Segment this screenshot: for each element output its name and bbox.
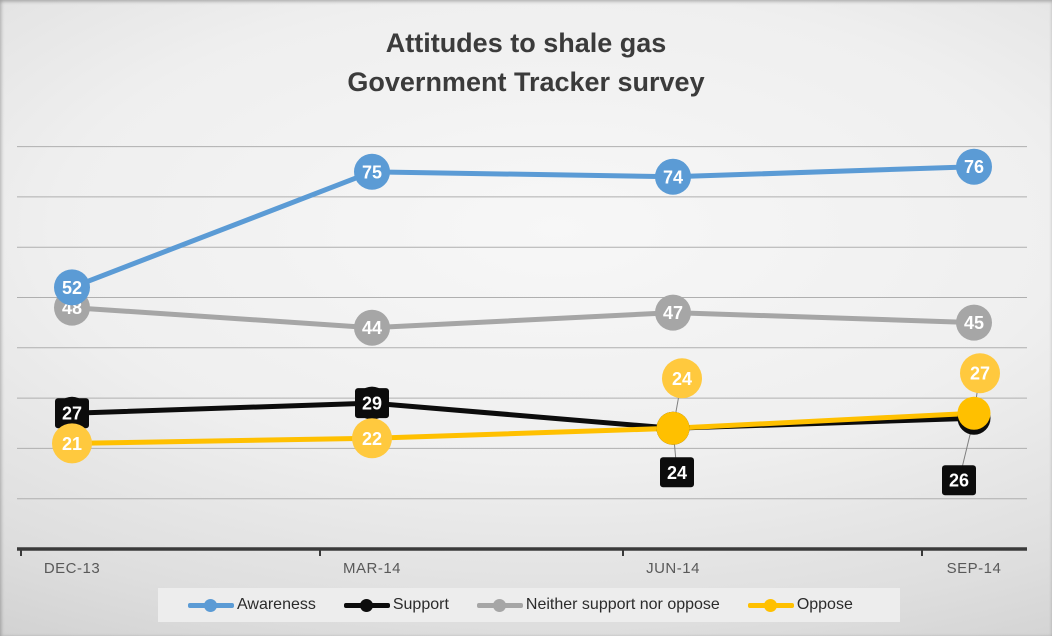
data-label-bg-awareness-2 <box>655 158 691 195</box>
data-label-value-awareness-1: 75 <box>362 162 382 182</box>
data-label-bg-awareness-3 <box>956 148 992 185</box>
data-point-marker-oppose-2 <box>656 411 690 445</box>
data-label-value-support-1: 29 <box>362 394 382 414</box>
legend-label-oppose: Oppose <box>796 596 853 613</box>
data-label-bg-awareness-1 <box>354 153 390 190</box>
data-label-value-neither-support-nor-oppose-1: 44 <box>362 318 382 338</box>
support-series-marker-icon <box>343 597 390 613</box>
legend-item-oppose: Oppose <box>747 596 853 614</box>
legend: Awareness Support Neither support nor op… <box>158 588 900 622</box>
oppose-series-marker-icon <box>747 597 794 613</box>
x-axis-label-jun-14: JUN-14 <box>646 560 700 577</box>
legend-label-support: Support <box>392 596 449 613</box>
legend-item-support: Support <box>343 596 449 614</box>
data-label-bg-oppose-3 <box>960 353 1000 394</box>
data-label-bg-support-3 <box>942 465 976 496</box>
data-label-value-neither-support-nor-oppose-3: 45 <box>964 313 984 333</box>
series-line-oppose <box>69 410 977 446</box>
data-label-value-oppose-2: 24 <box>672 369 692 389</box>
data-label-bg-neither-support-nor-oppose-1 <box>354 309 390 346</box>
data-label-bg-support-2 <box>660 457 694 488</box>
data-label-bg-support-0 <box>55 398 89 429</box>
series-line-awareness <box>69 164 977 290</box>
data-label-value-support-2: 24 <box>667 463 687 483</box>
chart-title: Attitudes to shale gas Government Tracke… <box>0 24 1052 102</box>
data-label-value-support-3: 26 <box>949 471 969 491</box>
series-line-neither-support-nor-oppose <box>69 305 977 331</box>
data-label-bg-oppose-1 <box>352 418 392 459</box>
chart-title-line2: Government Tracker survey <box>347 67 705 97</box>
data-label-bg-awareness-0 <box>54 269 90 306</box>
data-label-value-awareness-2: 74 <box>663 167 683 187</box>
series-line-support <box>69 400 977 431</box>
data-label-bg-oppose-0 <box>52 423 92 464</box>
legend-item-awareness: Awareness <box>188 596 316 614</box>
data-label-value-oppose-1: 22 <box>362 429 382 449</box>
data-label-value-oppose-3: 27 <box>970 364 990 384</box>
data-label-bg-neither-support-nor-oppose-3 <box>956 304 992 341</box>
data-label-value-awareness-0: 52 <box>62 278 82 298</box>
data-label-bg-oppose-2 <box>662 358 702 399</box>
x-axis-label-sep-14: SEP-14 <box>946 560 1002 577</box>
awareness-series-marker-icon <box>188 597 234 613</box>
data-label-value-awareness-3: 76 <box>964 157 984 177</box>
x-axis-label-mar-14: MAR-14 <box>342 560 402 577</box>
x-axis-label-dec-13: DEC-13 <box>43 560 101 577</box>
legend-label-neither: Neither support nor oppose <box>525 596 720 613</box>
data-label-value-neither-support-nor-oppose-2: 47 <box>663 303 683 323</box>
data-label-bg-neither-support-nor-oppose-2 <box>655 294 691 331</box>
data-point-marker-oppose-3 <box>957 396 991 430</box>
legend-label-awareness: Awareness <box>237 596 316 613</box>
data-label-bg-support-1 <box>355 388 389 419</box>
neither-series-marker-icon <box>476 597 523 613</box>
data-label-value-oppose-0: 21 <box>62 434 82 454</box>
chart-title-line1: Attitudes to shale gas <box>385 28 667 58</box>
legend-item-neither-support-nor-oppose: Neither support nor oppose <box>476 596 720 614</box>
data-label-value-support-0: 27 <box>62 404 82 424</box>
